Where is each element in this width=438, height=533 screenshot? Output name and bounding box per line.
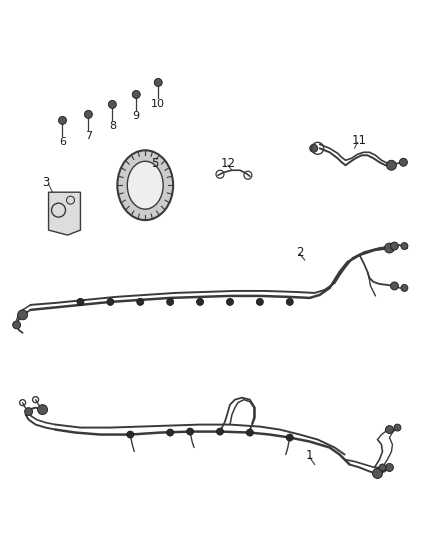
Circle shape [167,298,173,305]
Circle shape [394,424,401,431]
Text: 11: 11 [352,134,367,147]
Text: 1: 1 [306,449,314,462]
Text: 3: 3 [42,176,49,189]
Circle shape [372,469,382,479]
Text: 10: 10 [151,100,165,109]
Circle shape [127,431,134,438]
Circle shape [137,298,144,305]
Circle shape [286,298,293,305]
Circle shape [85,110,92,118]
Circle shape [390,242,399,250]
Circle shape [59,116,67,124]
Circle shape [167,429,173,436]
Circle shape [216,428,223,435]
Circle shape [385,464,393,472]
Circle shape [13,321,21,329]
Circle shape [390,282,399,290]
Circle shape [386,160,396,170]
Circle shape [25,408,32,416]
Circle shape [226,298,233,305]
Text: 5: 5 [152,157,159,170]
Circle shape [247,429,254,436]
Text: 9: 9 [133,111,140,122]
Circle shape [132,91,140,99]
Circle shape [107,298,114,305]
Text: 12: 12 [220,157,236,170]
Circle shape [256,298,263,305]
Circle shape [379,464,386,471]
Circle shape [187,428,194,435]
Circle shape [401,285,408,292]
Circle shape [38,405,48,415]
Circle shape [385,243,395,253]
Circle shape [197,298,204,305]
Circle shape [154,78,162,86]
Text: 8: 8 [109,122,116,131]
Circle shape [77,298,84,305]
Ellipse shape [117,150,173,220]
Circle shape [18,310,28,320]
Polygon shape [49,192,81,235]
Circle shape [385,425,393,433]
Text: 7: 7 [85,131,92,141]
Circle shape [108,100,117,108]
Text: 6: 6 [59,138,66,147]
Text: 2: 2 [296,246,304,259]
Circle shape [310,144,318,152]
Circle shape [399,158,407,166]
Circle shape [286,434,293,441]
Circle shape [401,243,408,249]
Ellipse shape [127,161,163,209]
